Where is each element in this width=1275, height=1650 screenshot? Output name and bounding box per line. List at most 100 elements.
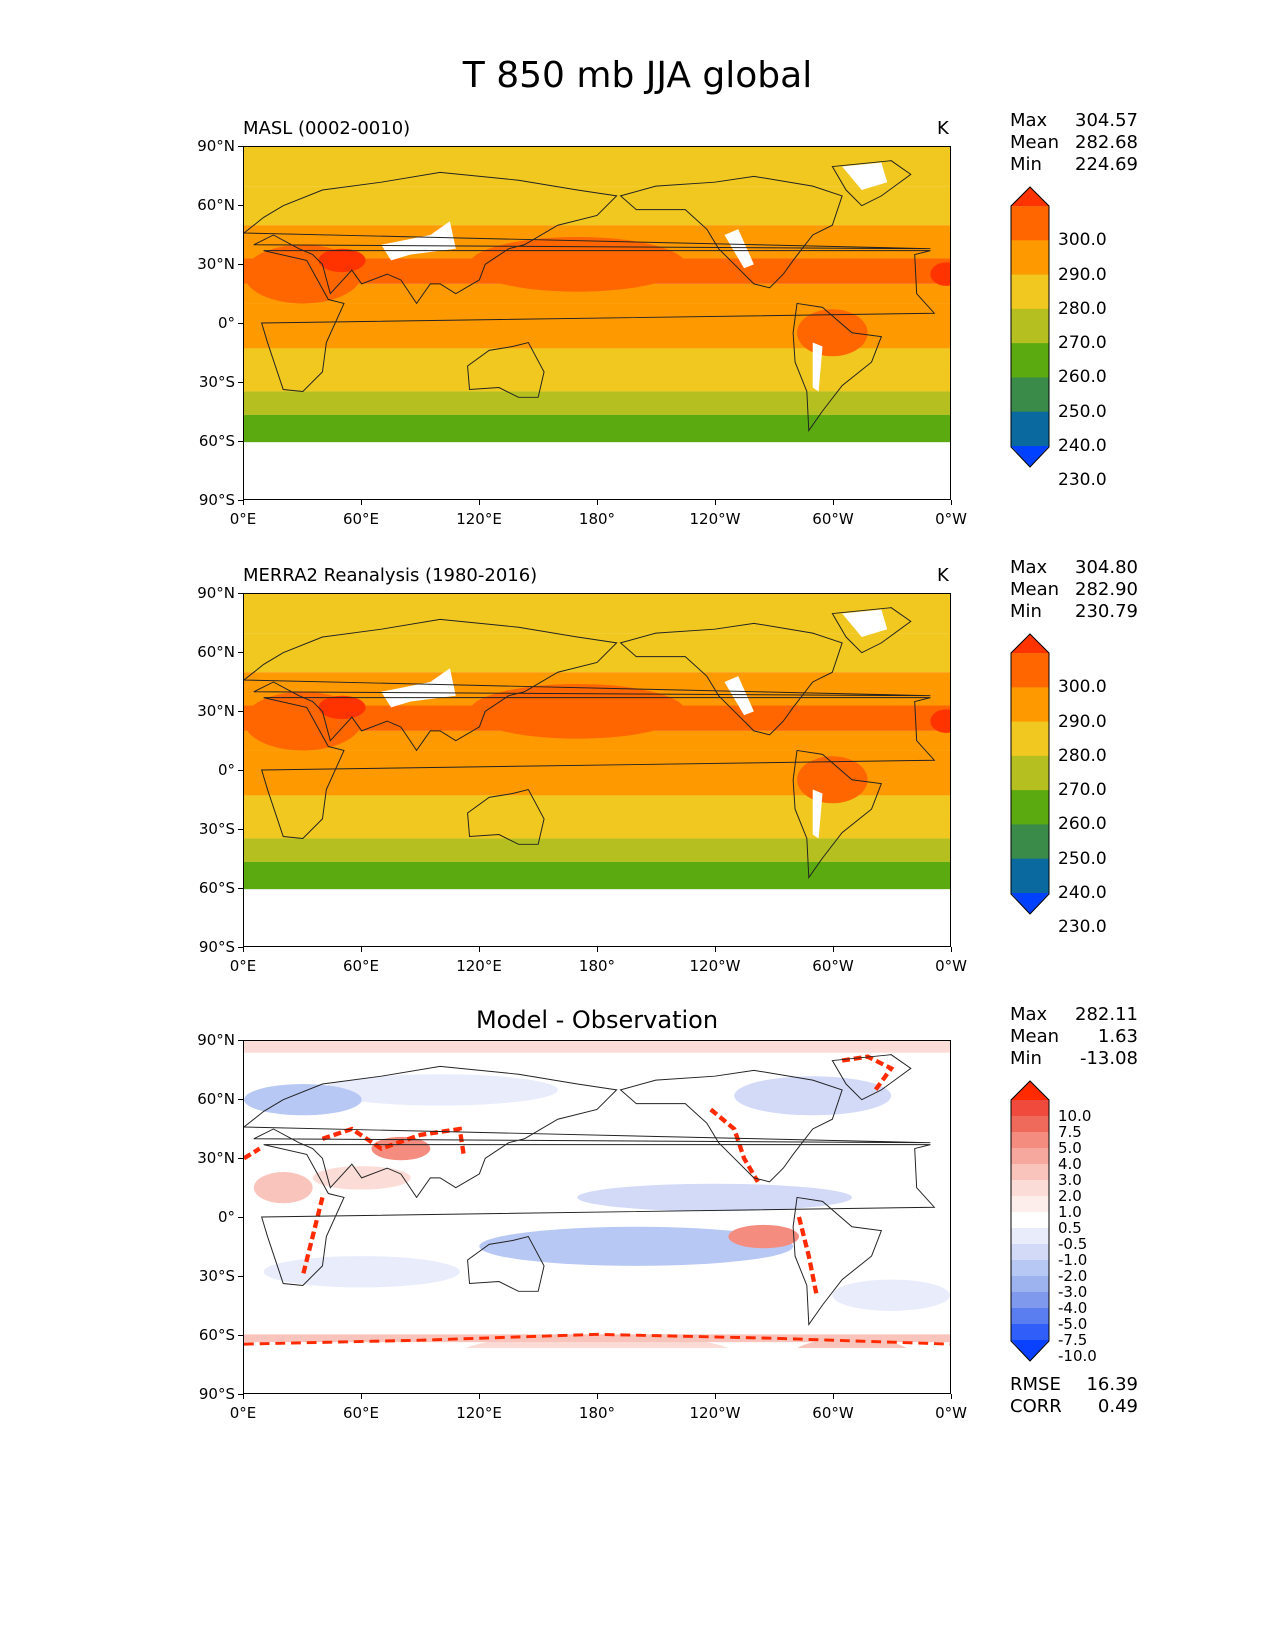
warm-bias-region bbox=[371, 1136, 431, 1161]
lat-tick-mark bbox=[238, 1335, 243, 1336]
lon-tick-label: 0°E bbox=[229, 1404, 257, 1422]
lon-tick-label: 60°W bbox=[812, 510, 854, 528]
lat-tick-label: 0° bbox=[217, 1208, 235, 1226]
coastline bbox=[260, 697, 936, 839]
colorbar-swatch bbox=[1011, 1132, 1049, 1149]
lat-tick-label: 90°S bbox=[198, 491, 235, 509]
colorbar-tick-label: 4.0 bbox=[1058, 1155, 1082, 1173]
colorbar-tick-label: -7.5 bbox=[1058, 1331, 1088, 1349]
map-panel bbox=[243, 1040, 951, 1394]
panel-stats: Max 304.80 Mean 282.90 Min 230.79 bbox=[1010, 557, 1138, 623]
lon-tick-mark bbox=[597, 1394, 598, 1399]
lon-tick-label: 60°E bbox=[342, 957, 380, 975]
colorbar-outline bbox=[1010, 1080, 1050, 1362]
colorbar-swatch bbox=[1011, 1180, 1049, 1197]
colorbar-swatch bbox=[1011, 1148, 1049, 1165]
rockies-mask bbox=[724, 229, 754, 269]
lon-tick-mark bbox=[479, 1394, 480, 1399]
temperature-band bbox=[244, 795, 950, 815]
lat-tick-mark bbox=[238, 500, 243, 501]
lat-tick-label: 90°N bbox=[197, 584, 235, 602]
coastline bbox=[831, 160, 912, 207]
lon-tick-label: 0°E bbox=[229, 510, 257, 528]
lat-tick-label: 0° bbox=[217, 761, 235, 779]
colorbar bbox=[1010, 1080, 1050, 1362]
lat-tick-mark bbox=[238, 770, 243, 771]
colorbar-tick-label: 0.5 bbox=[1058, 1219, 1082, 1237]
lon-tick-label: 120°E bbox=[456, 957, 502, 975]
greenland-mask bbox=[842, 162, 888, 191]
colorbar-tick-label: 7.5 bbox=[1058, 1123, 1082, 1141]
stat-value: 304.57 bbox=[1075, 110, 1138, 131]
lat-tick-mark bbox=[238, 1276, 243, 1277]
colorbar-extend-bottom bbox=[1011, 446, 1049, 467]
stat-row: RMSE 16.39 bbox=[1010, 1374, 1138, 1396]
coastline bbox=[467, 1235, 545, 1292]
colorbar-tick-label: 280.0 bbox=[1058, 298, 1107, 319]
warm-bias-region bbox=[253, 1172, 313, 1204]
stat-value: 224.69 bbox=[1075, 154, 1138, 175]
colorbar-swatch bbox=[1011, 858, 1049, 894]
coastline bbox=[260, 1144, 936, 1286]
lat-tick-label: 90°N bbox=[197, 1031, 235, 1049]
lon-tick-label: 180° bbox=[578, 1404, 616, 1422]
panel-units: K bbox=[937, 118, 949, 139]
lon-tick-label: 120°E bbox=[456, 1404, 502, 1422]
colorbar-tick-label: 270.0 bbox=[1058, 333, 1107, 354]
stat-row: Mean 282.68 bbox=[1010, 132, 1138, 154]
stat-row: Min 224.69 bbox=[1010, 154, 1138, 176]
map-svg bbox=[244, 1041, 950, 1393]
arctic-warm-band bbox=[244, 1041, 950, 1053]
coastline bbox=[467, 341, 545, 398]
lat-tick-mark bbox=[238, 652, 243, 653]
colorbar-swatch bbox=[1011, 411, 1049, 447]
colorbar-swatch bbox=[1011, 1244, 1049, 1261]
panel-footer-stats: RMSE 16.39 CORR 0.49 bbox=[1010, 1374, 1138, 1418]
coastline bbox=[467, 788, 545, 845]
cold-bias-region bbox=[322, 1074, 558, 1106]
lat-tick-label: 60°S bbox=[198, 879, 235, 897]
andes-mask bbox=[812, 789, 823, 839]
temperature-band bbox=[244, 838, 950, 862]
map-svg bbox=[244, 594, 950, 946]
colorbar-outline bbox=[1010, 633, 1050, 915]
temperature-band bbox=[244, 348, 950, 368]
stat-name: Mean bbox=[1010, 1026, 1060, 1047]
stat-row: Mean 282.90 bbox=[1010, 579, 1138, 601]
colorbar-swatch bbox=[1011, 1276, 1049, 1293]
stat-value: 282.11 bbox=[1075, 1004, 1138, 1025]
lat-tick-label: 30°N bbox=[197, 1149, 235, 1167]
lat-tick-mark bbox=[238, 888, 243, 889]
warm-bias-region bbox=[728, 1224, 799, 1249]
stat-name: Min bbox=[1010, 1048, 1042, 1069]
cold-bias-region bbox=[832, 1279, 950, 1311]
lon-tick-mark bbox=[597, 500, 598, 505]
colorbar-tick-label: 290.0 bbox=[1058, 264, 1107, 285]
figure-title: T 850 mb JJA global bbox=[462, 55, 813, 96]
lon-tick-label: 0°E bbox=[229, 957, 257, 975]
cold-bias-region bbox=[577, 1183, 852, 1212]
colorbar-swatch bbox=[1011, 240, 1049, 276]
stat-name: RMSE bbox=[1010, 1374, 1061, 1395]
lon-tick-mark bbox=[479, 500, 480, 505]
map-panel bbox=[243, 593, 951, 947]
colorbar-tick-label: 240.0 bbox=[1058, 436, 1107, 456]
cool-band bbox=[244, 414, 950, 443]
colorbar-swatch bbox=[1011, 1324, 1049, 1341]
coastline bbox=[619, 175, 843, 289]
colorbar bbox=[1010, 633, 1050, 915]
lon-tick-mark bbox=[243, 947, 244, 952]
temperature-band bbox=[244, 367, 950, 392]
lat-tick-label: 60°N bbox=[197, 643, 235, 661]
colorbar-swatch bbox=[1011, 274, 1049, 310]
lon-tick-mark bbox=[361, 1394, 362, 1399]
antarctica-mask bbox=[244, 442, 950, 499]
stat-value: 304.80 bbox=[1075, 557, 1138, 578]
panel-stats: Max 304.57 Mean 282.68 Min 224.69 bbox=[1010, 110, 1138, 176]
colorbar-swatch bbox=[1011, 1308, 1049, 1325]
cool-band bbox=[244, 861, 950, 890]
lon-tick-mark bbox=[361, 500, 362, 505]
colorbar-tick-label: 1.0 bbox=[1058, 1203, 1082, 1221]
lon-tick-mark bbox=[715, 947, 716, 952]
stat-name: Min bbox=[1010, 601, 1042, 622]
